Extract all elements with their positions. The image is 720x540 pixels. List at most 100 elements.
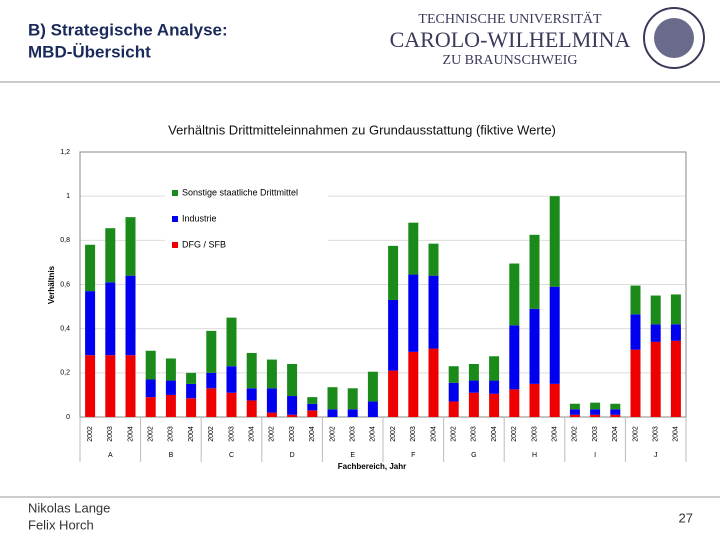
bar-segment xyxy=(85,291,96,356)
bar-segment xyxy=(630,314,641,350)
bar-segment xyxy=(367,401,378,417)
bar-segment xyxy=(165,380,176,395)
bar-segment xyxy=(246,388,257,401)
y-tick-label: 0,4 xyxy=(60,326,70,333)
group-label: H xyxy=(532,452,537,459)
bar-segment xyxy=(367,371,378,402)
bar-segment xyxy=(428,348,439,417)
bar-segment xyxy=(408,351,419,417)
legend-box xyxy=(165,178,328,260)
seal xyxy=(643,7,705,69)
bar-segment xyxy=(569,409,580,415)
y-tick-label: 1 xyxy=(66,193,70,200)
y-tick-label: 0 xyxy=(66,414,70,421)
bar-segment xyxy=(347,388,358,410)
slide-title: B) Strategische Analyse: xyxy=(28,20,228,39)
bar-segment xyxy=(206,330,217,373)
x-tick-label: 2004 xyxy=(552,426,559,442)
bar-segment xyxy=(489,356,500,381)
bar-segment xyxy=(145,350,156,380)
y-tick-label: 0,2 xyxy=(60,370,70,377)
legend-label: Sonstige staatliche Drittmittel xyxy=(182,187,298,197)
group-label: E xyxy=(350,452,355,459)
x-tick-label: 2003 xyxy=(228,426,235,442)
bar-segment xyxy=(529,308,540,384)
bar-segment xyxy=(670,294,681,325)
group-label: C xyxy=(229,452,234,459)
x-tick-label: 2002 xyxy=(572,426,579,442)
chart-title: Verhältnis Drittmitteleinnahmen zu Grund… xyxy=(168,122,556,137)
x-tick-label: 2003 xyxy=(592,426,599,442)
page-number: 27 xyxy=(679,510,693,525)
x-tick-label: 2003 xyxy=(350,426,357,442)
y-axis-label: Verhältnis xyxy=(47,265,56,304)
bar-segment xyxy=(590,414,601,417)
bar-segment xyxy=(125,355,136,417)
bar-segment xyxy=(569,403,580,410)
bar-segment xyxy=(549,196,560,287)
bar-segment xyxy=(650,295,661,325)
bar-segment xyxy=(125,217,136,276)
bar-segment xyxy=(408,222,419,275)
bar-segment xyxy=(509,325,520,390)
bar-segment xyxy=(226,392,237,417)
bar-segment xyxy=(630,285,641,315)
bar-segment xyxy=(246,400,257,417)
bar-segment xyxy=(186,398,197,417)
bar-segment xyxy=(529,383,540,417)
x-tick-label: 2002 xyxy=(329,426,336,442)
bar-segment xyxy=(287,414,298,417)
bar-segment xyxy=(165,358,176,381)
bar-segment xyxy=(246,352,257,389)
y-tick-label: 0,6 xyxy=(60,281,70,288)
y-tick-label: 1,2 xyxy=(60,149,70,156)
bar-segment xyxy=(125,275,136,356)
bar-segment xyxy=(428,275,439,349)
x-tick-label: 2003 xyxy=(289,426,296,442)
x-tick-label: 2003 xyxy=(531,426,538,442)
logo-text: CAROLO-WILHELMINA xyxy=(390,27,631,52)
bar-segment xyxy=(347,409,358,417)
legend-swatch xyxy=(172,242,178,248)
bar-segment xyxy=(145,379,156,398)
bar-segment xyxy=(307,403,318,411)
x-tick-label: 2004 xyxy=(430,426,437,442)
logo-text: TECHNISCHE UNIVERSITÄT xyxy=(418,10,602,27)
bar-segment xyxy=(85,355,96,417)
x-tick-label: 2002 xyxy=(390,426,397,442)
bar-segment xyxy=(529,234,540,309)
bar-segment xyxy=(105,282,116,356)
bar-segment xyxy=(327,387,338,410)
bar-segment xyxy=(105,355,116,417)
bar-segment xyxy=(590,409,601,415)
group-label: F xyxy=(411,452,415,459)
x-tick-label: 2004 xyxy=(249,426,256,442)
bar-segment xyxy=(287,364,298,397)
bar-segment xyxy=(226,317,237,367)
x-tick-label: 2004 xyxy=(673,426,680,442)
x-tick-label: 2004 xyxy=(309,426,316,442)
bar-segment xyxy=(206,388,217,417)
bar-segment xyxy=(165,394,176,417)
bar-segment xyxy=(266,359,277,389)
bar-segment xyxy=(549,383,560,417)
x-tick-label: 2002 xyxy=(269,426,276,442)
bar-segment xyxy=(266,412,277,417)
x-tick-label: 2004 xyxy=(188,426,195,442)
x-tick-label: 2003 xyxy=(168,426,175,442)
author: Nikolas Lange xyxy=(28,500,110,515)
bar-segment xyxy=(307,397,318,404)
x-tick-label: 2002 xyxy=(451,426,458,442)
bar-segment xyxy=(408,274,419,352)
x-tick-label: 2004 xyxy=(612,426,619,442)
bar-segment xyxy=(105,228,116,283)
x-tick-label: 2003 xyxy=(107,426,114,442)
bar-segment xyxy=(610,414,621,417)
group-label: B xyxy=(169,452,174,459)
bar-segment xyxy=(509,389,520,417)
bar-segment xyxy=(549,286,560,384)
bar-segment xyxy=(590,402,601,410)
bar-segment xyxy=(670,324,681,341)
y-tick-label: 0,8 xyxy=(60,237,70,244)
